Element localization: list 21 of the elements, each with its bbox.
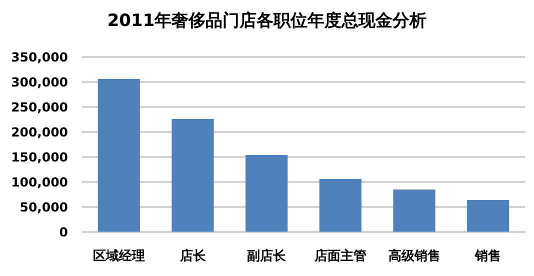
chart-title: 2011年奢侈品门店各职位年度总现金分析: [107, 11, 427, 31]
x-tick-label: 店长: [178, 248, 207, 264]
x-tick-label: 销售: [474, 249, 502, 264]
y-tick-label: 350,000: [11, 50, 68, 64]
bar: [467, 200, 510, 232]
x-tick-label: 区域经理: [92, 249, 145, 264]
bar: [393, 190, 436, 232]
x-tick-label: 副店长: [247, 248, 288, 264]
bar: [98, 79, 140, 232]
bar: [319, 179, 362, 232]
y-tick-label: 300,000: [11, 74, 68, 90]
x-tick-label: 店面主管: [313, 248, 366, 264]
y-tick-label: 150,000: [11, 150, 68, 164]
y-tick-label: 100,000: [11, 174, 68, 190]
bar: [172, 119, 214, 232]
y-tick-label: 50,000: [20, 200, 68, 214]
y-tick-label: 0: [59, 224, 68, 240]
y-tick-label: 200,000: [11, 124, 68, 140]
x-tick-label: 高级销售: [388, 248, 440, 264]
y-tick-label: 250,000: [11, 100, 68, 114]
bar: [246, 155, 288, 232]
